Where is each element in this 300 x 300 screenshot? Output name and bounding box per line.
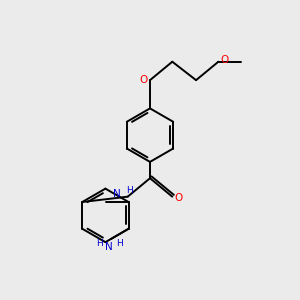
Text: H: H <box>116 239 122 248</box>
Text: O: O <box>139 75 148 85</box>
Text: O: O <box>175 193 183 203</box>
Text: N: N <box>105 242 113 253</box>
Text: N: N <box>113 189 121 199</box>
Text: H: H <box>96 239 103 248</box>
Text: O: O <box>221 55 229 65</box>
Text: H: H <box>126 186 133 195</box>
